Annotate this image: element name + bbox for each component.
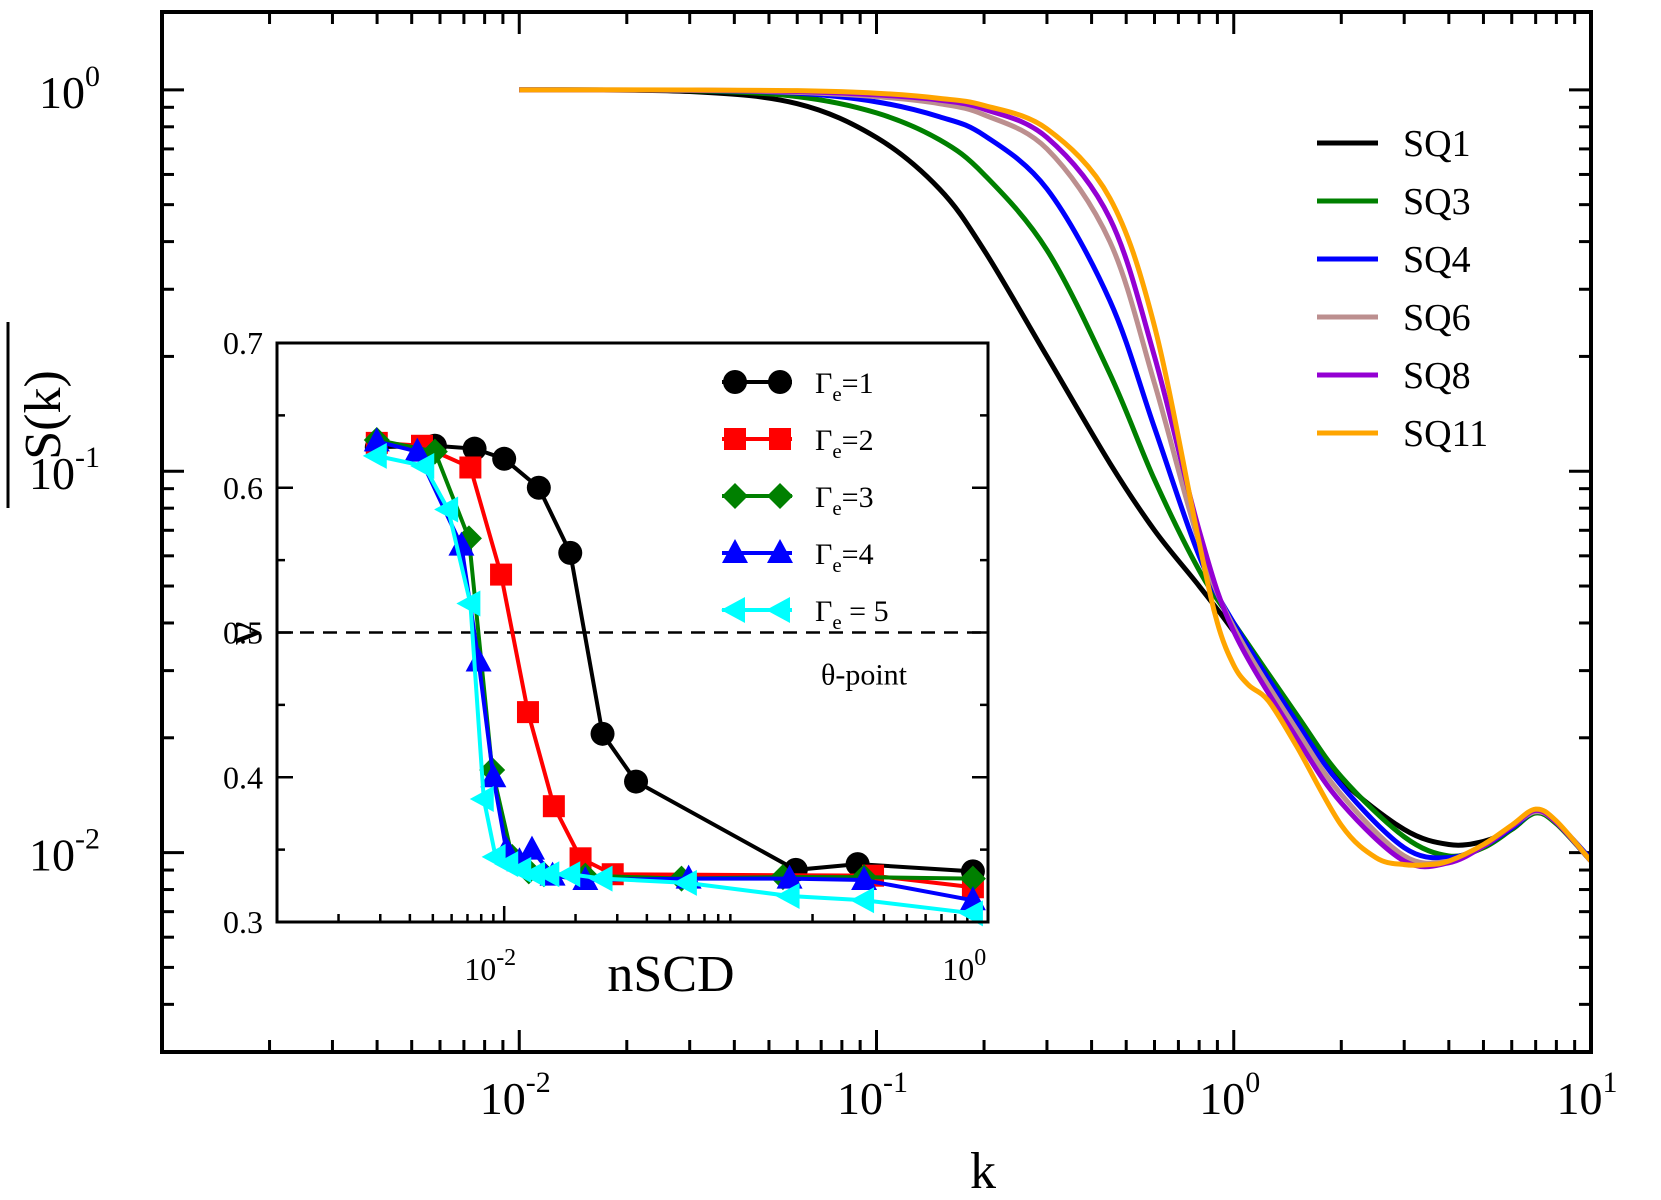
inset-legend-label-Γe=2: Γe=2 bbox=[815, 424, 874, 463]
theta-point-label: θ-point bbox=[821, 659, 908, 692]
inset-y-tick-label: 0.4 bbox=[223, 759, 263, 795]
inset-point-Γe=4 bbox=[448, 531, 475, 556]
x-tick-label: 100 bbox=[1199, 1066, 1260, 1124]
inset-legend-marker-Γe=2 bbox=[769, 428, 791, 450]
inset-plot: 0.3 0.4 0.5 0.6 0.7 10-2 100 θ-point nSCD ν Γe=1 Γe… bbox=[215, 325, 990, 1003]
inset-point-Γe = 5 bbox=[775, 882, 800, 909]
inset-point-Γe=1 bbox=[492, 446, 517, 471]
main-plot-frame bbox=[160, 10, 1593, 1054]
inset-legend-marker-Γe = 5 bbox=[721, 597, 745, 623]
x-axis-label: k bbox=[970, 1143, 996, 1200]
inset-legend-label-Γe=3: Γe=3 bbox=[815, 481, 874, 520]
inset-y-tick-label: 0.5 bbox=[223, 615, 263, 651]
inset-point-Γe=4 bbox=[518, 835, 545, 860]
x-tick-label: 10-1 bbox=[837, 1066, 908, 1124]
y-tick-label: 10-1 bbox=[29, 441, 100, 499]
inset-point-Γe = 5 bbox=[535, 861, 560, 888]
series-SQ11 bbox=[519, 87, 1593, 868]
inset-point-Γe=4 bbox=[480, 763, 507, 788]
inset-legend-marker-Γe=3 bbox=[767, 483, 793, 509]
inset-point-Γe = 5 bbox=[410, 453, 435, 480]
inset-point-Γe = 5 bbox=[588, 865, 613, 892]
inset-point-Γe = 5 bbox=[850, 887, 875, 914]
inset-point-Γe=1 bbox=[624, 769, 649, 794]
inset-point-Γe = 5 bbox=[556, 861, 581, 888]
inset-point-Γe=4 bbox=[776, 864, 803, 889]
inset-legend-marker-Γe=1 bbox=[768, 370, 792, 394]
inset-x-tick-label: 100 bbox=[942, 945, 986, 987]
inset-legend-marker-Γe=3 bbox=[722, 483, 748, 509]
inset-y-tick-label: 0.3 bbox=[223, 904, 263, 940]
y-axis-label: S(k) bbox=[15, 370, 72, 460]
inset-frame bbox=[275, 341, 990, 924]
inset-point-Γe=1 bbox=[462, 436, 487, 461]
inset-legend-marker-Γe=4 bbox=[722, 539, 748, 563]
inset-point-Γe = 5 bbox=[672, 869, 697, 896]
inset-legend-label-Γe=4: Γe=4 bbox=[815, 538, 874, 577]
inset-y-tick-label: 0.7 bbox=[223, 325, 263, 361]
inset-x-axis-label: nSCD bbox=[607, 946, 734, 1003]
inset-y-tick-label: 0.6 bbox=[223, 470, 263, 506]
legend-label-SQ1: SQ1 bbox=[1403, 123, 1471, 165]
inset-point-Γe = 5 bbox=[521, 861, 546, 888]
inset-point-Γe=4 bbox=[851, 866, 878, 891]
main-plot: 10-2 10-1 100 101 100 10-1 10-2 k S(k) SQ1 SQ3 SQ4 S… bbox=[6, 10, 1618, 1200]
inset-point-Γe = 5 bbox=[958, 900, 983, 927]
inset-point-Γe=1 bbox=[590, 721, 615, 746]
legend-label-SQ4: SQ4 bbox=[1403, 239, 1471, 281]
inset-legend-label-Γe = 5: Γe = 5 bbox=[815, 595, 889, 634]
inset-point-Γe=2 bbox=[459, 456, 482, 479]
legend-label-SQ8: SQ8 bbox=[1403, 355, 1471, 397]
y-tick-label: 10-2 bbox=[29, 823, 100, 881]
inset-point-Γe = 5 bbox=[456, 590, 481, 617]
inset-series-line-Γe=2 bbox=[376, 440, 974, 890]
inset-point-Γe = 5 bbox=[434, 496, 459, 523]
inset-point-Γe = 5 bbox=[469, 785, 494, 812]
inset-y-axis-label: ν bbox=[215, 621, 272, 645]
legend-label-SQ6: SQ6 bbox=[1403, 297, 1471, 339]
inset-legend-marker-Γe=2 bbox=[724, 428, 746, 450]
inset-legend-marker-Γe=1 bbox=[723, 370, 747, 394]
legend-label-SQ3: SQ3 bbox=[1403, 181, 1471, 223]
inset-legend-label-Γe=1: Γe=1 bbox=[815, 367, 874, 406]
inset-point-Γe = 5 bbox=[362, 442, 387, 469]
inset-point-Γe=2 bbox=[516, 701, 539, 724]
inset-legend-marker-Γe=4 bbox=[767, 539, 793, 563]
inset-x-tick-label: 10-2 bbox=[464, 945, 516, 987]
x-tick-label: 10-2 bbox=[480, 1066, 551, 1124]
inset-point-Γe=3 bbox=[959, 865, 986, 892]
inset-point-Γe=1 bbox=[558, 540, 583, 565]
inset-point-Γe=2 bbox=[490, 563, 513, 586]
x-tick-label: 101 bbox=[1557, 1066, 1618, 1124]
inset-point-Γe=4 bbox=[465, 647, 492, 672]
inset-point-Γe=2 bbox=[542, 795, 565, 818]
inset-legend-marker-Γe = 5 bbox=[766, 597, 790, 623]
legend-label-SQ11: SQ11 bbox=[1403, 413, 1488, 455]
inset-point-Γe=4 bbox=[404, 437, 431, 462]
y-tick-label: 100 bbox=[39, 60, 100, 118]
inset-point-Γe=1 bbox=[526, 475, 551, 500]
